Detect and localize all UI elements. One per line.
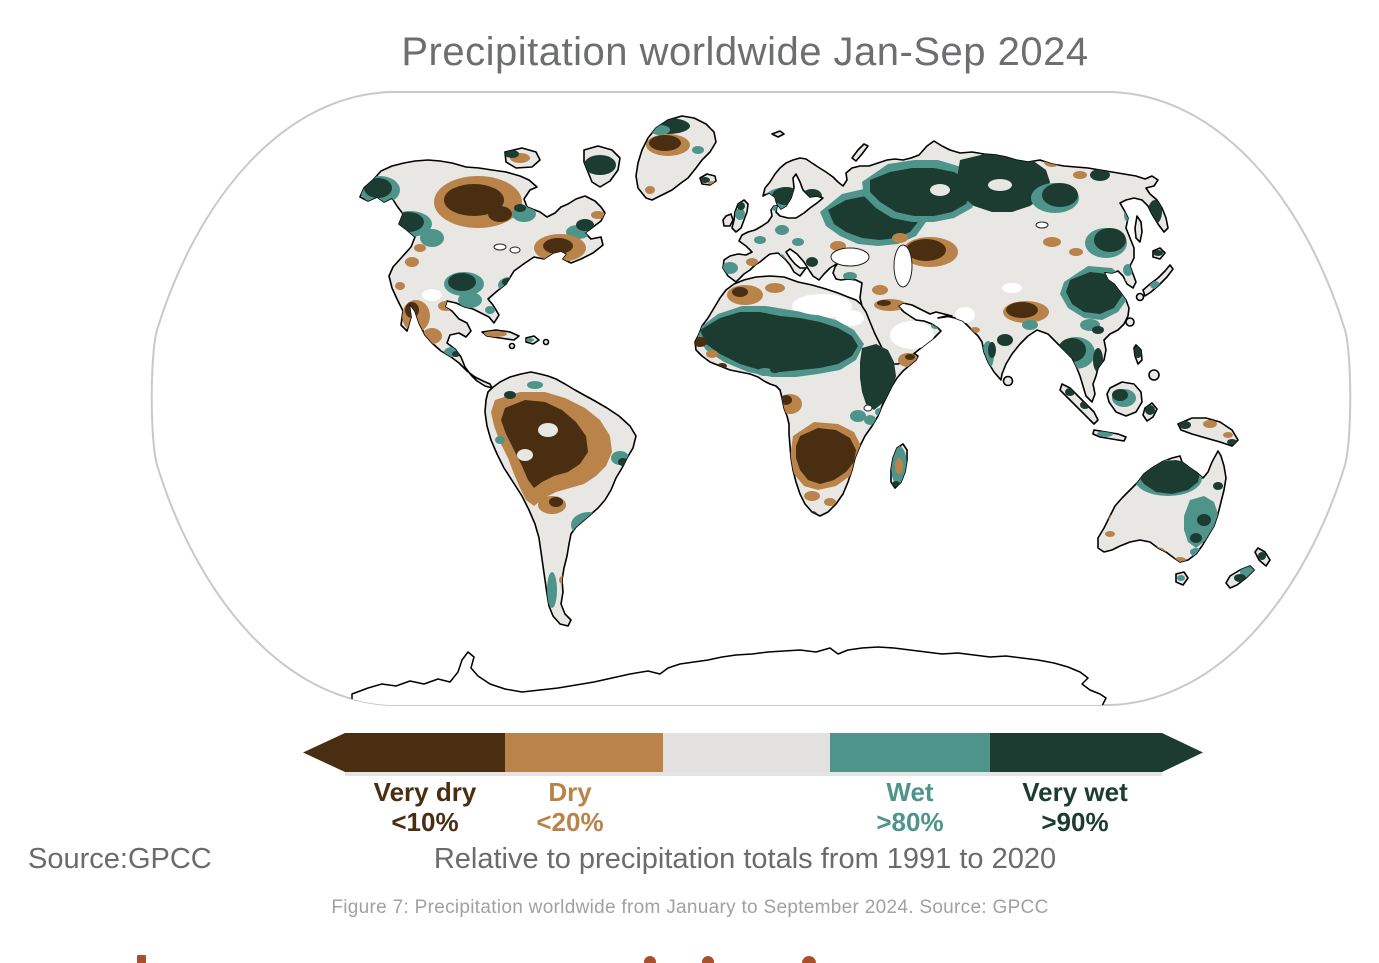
legend-label-text: Very wet [1022,777,1128,807]
legend-seg-very-wet [990,733,1162,772]
interior-seas [493,221,1049,412]
source-label: Source:GPCC [28,843,212,875]
cutoff-heading-fragments [137,955,816,963]
legend-label-text: Very dry [373,777,477,807]
legend-arrow-right [1162,733,1203,772]
landmasses [359,115,1271,627]
legend-arrow-left [303,733,345,772]
legend-threshold-text: >80% [876,807,944,837]
legend-seg-very-dry [345,733,505,772]
legend-label-text: Wet [886,777,934,807]
legend-colorbar [303,733,1203,776]
chart-title: Precipitation worldwide Jan-Sep 2024 [401,30,1089,74]
legend-label-dry: Dry <20% [480,777,660,837]
legend-label-text: Dry [548,777,592,807]
legend-label-very-dry: Very dry <10% [335,777,515,837]
figure-caption: Figure 7: Precipitation worldwide from J… [331,897,1049,918]
legend-threshold-text: >90% [1041,807,1109,837]
legend-label-very-wet: Very wet >90% [985,777,1165,837]
legend-threshold-text: <10% [391,807,459,837]
baseline-note: Relative to precipitation totals from 19… [433,843,1057,875]
legend-seg-normal [663,733,830,772]
legend-seg-wet [830,733,990,772]
antarctica-outline [351,646,1107,705]
projection-boundary [150,91,1352,706]
legend-label-wet: Wet >80% [820,777,1000,837]
legend-threshold-text: <20% [536,807,604,837]
legend-seg-dry [505,733,663,772]
